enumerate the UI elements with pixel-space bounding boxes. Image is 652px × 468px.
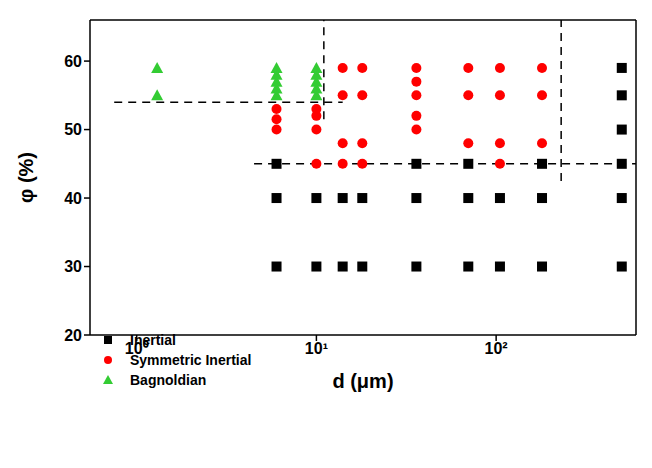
svg-text:20: 20 xyxy=(64,327,82,344)
svg-text:60: 60 xyxy=(64,53,82,70)
svg-text:d (μm): d (μm) xyxy=(332,370,393,392)
svg-text:10¹: 10¹ xyxy=(305,340,328,357)
svg-text:50: 50 xyxy=(64,121,82,138)
svg-text:40: 40 xyxy=(64,190,82,207)
svg-text:30: 30 xyxy=(64,258,82,275)
svg-text:10⁰: 10⁰ xyxy=(125,340,149,357)
svg-text:φ (%): φ (%) xyxy=(15,152,37,203)
svg-text:10²: 10² xyxy=(485,340,508,357)
